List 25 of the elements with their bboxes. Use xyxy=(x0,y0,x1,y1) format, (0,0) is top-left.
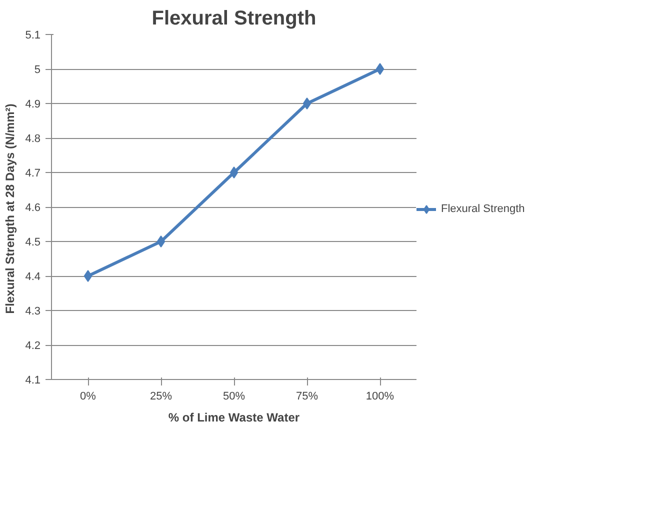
y-tick-label: 4.2 xyxy=(25,340,41,352)
point xyxy=(302,98,312,110)
x-tick-label: 25% xyxy=(150,390,172,402)
y-tick-label: 4.6 xyxy=(25,202,41,214)
y-tick-label: 4.5 xyxy=(25,236,41,248)
point xyxy=(84,270,92,282)
x-tick-label: 0% xyxy=(80,390,96,402)
x-axis-title: % of Lime Waste Water xyxy=(168,410,300,424)
y-tick-label: 4.7 xyxy=(25,168,41,180)
y-tick-label: 4.1 xyxy=(25,374,41,386)
x-tick-label: 50% xyxy=(222,390,246,402)
y-tick-label: 5 xyxy=(34,64,41,76)
point xyxy=(230,166,238,178)
point xyxy=(376,63,384,75)
y-tick-label: 4.3 xyxy=(25,306,41,318)
y-axis-title: Flexural Strength at 28 Days (N/mm²) xyxy=(3,104,18,314)
y-tick-label: 4.9 xyxy=(25,98,41,110)
x-tick-label: 75% xyxy=(296,390,318,402)
y-tick-label: 4.4 xyxy=(25,271,41,283)
y-tick-label: 4.8 xyxy=(25,133,41,145)
chart-title: Flexural Strength xyxy=(152,8,316,30)
legend-label: Flexural Strength xyxy=(441,203,525,215)
point xyxy=(156,236,166,248)
x-tick-label: 100% xyxy=(366,390,394,402)
y-tick-label: 5.1 xyxy=(25,30,41,42)
